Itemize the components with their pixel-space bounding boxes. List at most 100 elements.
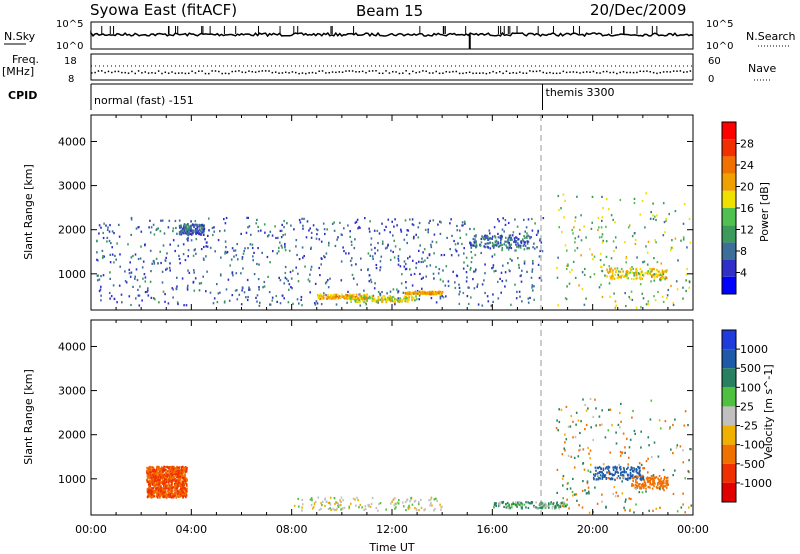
heat-cell: [130, 303, 132, 307]
heat-cell: [281, 246, 283, 249]
heat-cell: [165, 478, 168, 481]
heat-cell: [633, 197, 636, 200]
heat-cell: [124, 270, 126, 273]
heat-cell: [500, 239, 502, 242]
heat-cell: [148, 489, 151, 493]
heat-cell: [182, 493, 185, 497]
heat-cell: [172, 486, 175, 489]
heat-cell: [571, 268, 573, 271]
heat-cell: [178, 481, 180, 484]
heat-cell: [109, 277, 111, 280]
heat-cell: [115, 258, 117, 261]
heat-cell: [175, 475, 177, 478]
heat-cell: [271, 299, 274, 302]
heat-cell: [203, 230, 205, 233]
heat-cell: [672, 492, 675, 496]
heat-cell: [109, 271, 111, 274]
heat-cell: [197, 231, 199, 234]
colorbar-tick-label: 28: [740, 138, 754, 151]
heat-cell: [179, 230, 182, 233]
heat-cell: [597, 475, 599, 478]
heat-cell: [639, 485, 641, 488]
heat-cell: [551, 507, 554, 510]
heat-cell: [620, 267, 623, 271]
heat-cell: [495, 244, 498, 247]
heat-cell: [331, 222, 334, 225]
heat-cell: [659, 279, 662, 282]
heat-cell: [245, 231, 248, 234]
heat-cell: [342, 246, 344, 249]
heat-cell: [179, 481, 181, 484]
heat-cell: [157, 473, 160, 477]
nave-point: [539, 70, 541, 72]
nave-point: [231, 70, 233, 73]
heat-cell: [595, 424, 597, 427]
heat-cell: [586, 482, 589, 485]
heat-cell: [177, 244, 180, 247]
heat-cell: [284, 271, 287, 275]
heat-cell: [497, 236, 500, 239]
heat-cell: [684, 477, 686, 480]
nave-point: [211, 70, 213, 72]
heat-cell: [321, 297, 323, 300]
nave-point: [435, 70, 437, 73]
heat-cell: [165, 493, 167, 496]
nave-point: [689, 70, 692, 72]
heat-cell: [470, 296, 472, 299]
nave-point: [221, 72, 223, 75]
heat-cell: [366, 293, 368, 296]
colorbar-swatch: [722, 406, 736, 426]
heat-cell: [356, 496, 358, 499]
x-tick-label: 20:00: [577, 523, 609, 536]
heat-cell: [155, 476, 158, 479]
heat-cell: [371, 496, 374, 500]
heat-cell: [334, 294, 337, 297]
nave-point: [378, 72, 381, 75]
heat-cell: [394, 299, 396, 302]
heat-cell: [444, 284, 447, 287]
heat-cell: [608, 466, 611, 469]
heat-cell: [594, 486, 596, 489]
heat-cell: [135, 268, 138, 271]
heat-cell: [488, 229, 491, 232]
heat-cell: [643, 479, 646, 482]
heat-cell: [684, 410, 687, 413]
heat-cell: [462, 267, 465, 270]
heat-cell: [302, 224, 304, 227]
heat-cell: [608, 473, 611, 476]
heat-cell: [100, 226, 102, 229]
heat-cell: [675, 446, 678, 449]
heat-cell: [128, 295, 131, 298]
heat-cell: [179, 475, 181, 478]
heat-cell: [655, 272, 658, 275]
heat-cell: [601, 477, 604, 480]
heat-cell: [649, 477, 652, 481]
heat-cell: [203, 225, 205, 228]
nave-point: [485, 72, 488, 75]
heat-cell: [415, 266, 417, 269]
heat-cell: [653, 481, 655, 484]
nave-point: [626, 71, 628, 74]
heat-cell: [153, 483, 155, 486]
heat-cell: [158, 479, 160, 482]
heat-cell: [309, 498, 312, 501]
heat-cell: [308, 229, 310, 232]
heat-cell: [261, 251, 263, 254]
heat-cell: [640, 475, 643, 478]
heat-cell: [651, 455, 653, 459]
heat-cell: [565, 503, 567, 506]
heat-cell: [249, 288, 251, 291]
heat-cell: [170, 484, 173, 487]
heat-cell: [635, 503, 637, 506]
heat-cell: [614, 273, 616, 276]
heat-cell: [394, 245, 397, 248]
heat-cell: [609, 269, 611, 273]
heat-cell: [149, 249, 152, 252]
heat-cell: [608, 469, 610, 472]
heat-cell: [408, 296, 410, 299]
heat-cell: [186, 288, 189, 291]
heat-cell: [574, 216, 577, 219]
heat-cell: [633, 468, 636, 471]
heat-cell: [207, 234, 209, 237]
heat-cell: [461, 224, 463, 227]
